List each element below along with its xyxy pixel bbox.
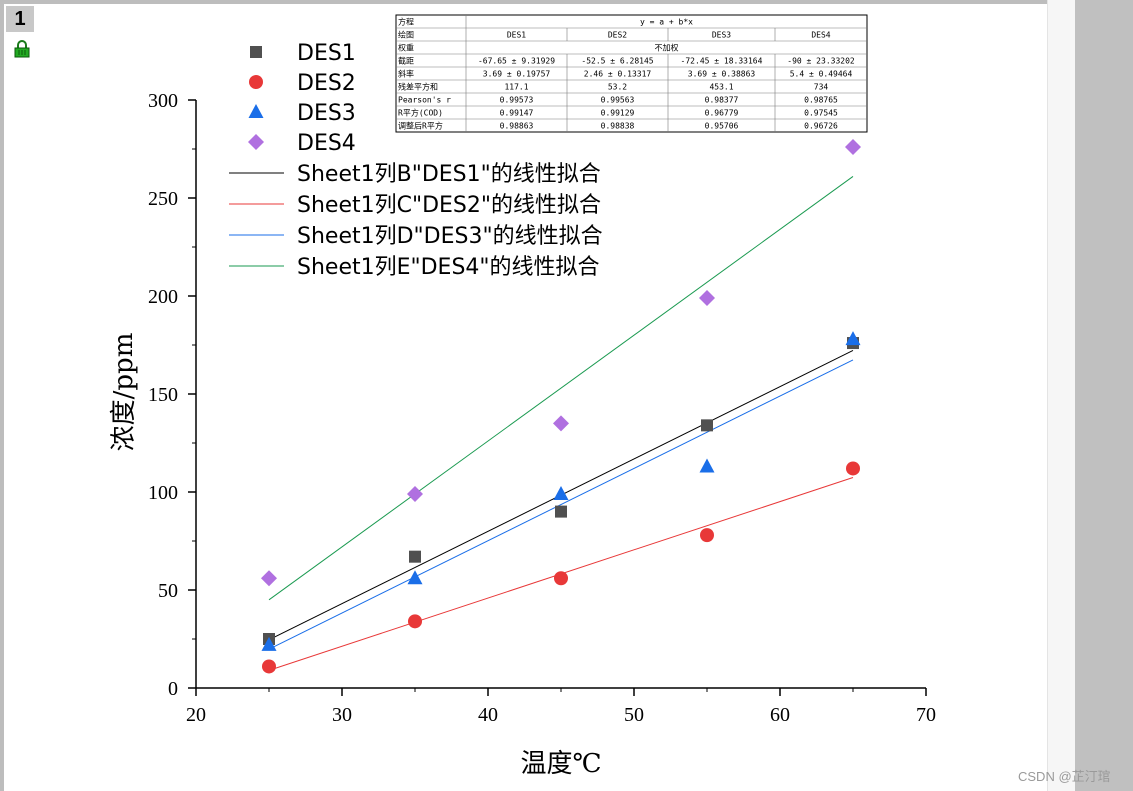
legend: DES1 DES2 DES3 DES4 Sheet1列B"DES1"的线性拟合 Sheet… (229, 41, 603, 280)
table-cell: 117.1 (504, 82, 528, 91)
table-cell: 0.95706 (705, 121, 739, 130)
table-cell: -90 ± 23.33202 (787, 56, 855, 65)
table-row-header: 残差平方和 (398, 81, 438, 91)
table-row-header: 截距 (398, 55, 414, 65)
point-des4-3 (553, 415, 569, 432)
point-des2-1 (262, 659, 276, 674)
point-des1-3 (555, 505, 567, 518)
table-cell: 0.98838 (601, 121, 635, 130)
x-tick-label: 30 (332, 704, 352, 726)
point-des3-2 (407, 570, 423, 585)
y-tick-label: 150 (148, 384, 178, 406)
frame-left-border (0, 0, 4, 791)
table-cell: 53.2 (608, 82, 627, 91)
table-row-header: 权重 (398, 42, 414, 52)
x-axis-title: 温度℃ (520, 749, 601, 779)
table-cell: y = a + b*x (640, 17, 693, 26)
legend-label-des2: DES2 (297, 71, 356, 96)
legend-marker-des2 (249, 75, 263, 89)
fit-line-4 (268, 176, 854, 601)
table-cell: 0.96726 (804, 121, 838, 130)
lock-icon[interactable] (14, 40, 30, 58)
point-des4-1 (261, 570, 277, 587)
legend-fit-label-4: Sheet1列E"DES4"的线性拟合 (297, 255, 600, 280)
table-cell: 0.99563 (601, 95, 635, 104)
legend-fit-label-2: Sheet1列C"DES2"的线性拟合 (297, 193, 601, 218)
table-row-header: Pearson's r (398, 95, 451, 104)
table-row-header: 绘图 (398, 29, 414, 39)
table-row-header: 方程 (398, 16, 414, 26)
table-cell: 0.96779 (705, 108, 739, 117)
legend-fit-label-1: Sheet1列B"DES1"的线性拟合 (297, 162, 601, 187)
table-cell: -67.65 ± 9.31929 (478, 56, 555, 65)
stats-table-frame (395, 14, 868, 133)
point-des3-5 (845, 331, 861, 346)
table-cell: 734 (814, 82, 829, 91)
x-tick-label: 20 (186, 704, 206, 726)
table-cell: DES1 (507, 30, 526, 39)
table-row-header: 斜率 (398, 68, 414, 78)
legend-label-des4: DES4 (297, 131, 356, 156)
point-des3-4 (699, 458, 715, 473)
x-tick-label: 50 (624, 704, 644, 726)
legend-label-des1: DES1 (297, 41, 356, 66)
table-cell: 2.46 ± 0.13317 (584, 69, 652, 78)
right-scroll-panel[interactable] (1075, 0, 1133, 791)
legend-fit-label-3: Sheet1列D"DES3"的线性拟合 (297, 224, 603, 249)
point-des1-2 (409, 550, 421, 563)
point-des4-4 (699, 289, 715, 306)
point-des2-3 (554, 571, 568, 586)
table-cell: 不加权 (655, 42, 679, 52)
table-cell: 3.69 ± 0.19757 (483, 69, 551, 78)
fit-line-3 (268, 359, 854, 650)
table-cell: DES4 (811, 30, 830, 39)
point-des3-3 (553, 485, 569, 500)
axes: 20 30 40 50 60 70 0 50 100 150 200 250 300 (148, 90, 936, 726)
point-des2-4 (700, 528, 714, 543)
frame-top-border (0, 0, 1133, 4)
table-cell: 5.4 ± 0.49464 (790, 69, 853, 78)
table-cell: -52.5 ± 6.28145 (581, 56, 653, 65)
data-points (261, 139, 861, 674)
point-des1-4 (701, 419, 713, 432)
table-cell: 0.99129 (601, 108, 635, 117)
legend-marker-des1 (250, 46, 262, 58)
y-tick-label: 0 (168, 678, 178, 700)
table-cell: -72.45 ± 18.33164 (681, 56, 763, 65)
y-tick-label: 250 (148, 188, 178, 210)
point-des4-2 (407, 485, 423, 502)
y-tick-label: 300 (148, 90, 178, 112)
table-cell: 3.69 ± 0.38863 (688, 69, 756, 78)
table-row-header: 调整后R平方 (398, 120, 443, 130)
legend-label-des3: DES3 (297, 101, 356, 126)
x-tick-label: 60 (770, 704, 790, 726)
x-tick-label: 70 (916, 704, 936, 726)
watermark: CSDN @芷汀琯 (1018, 769, 1111, 784)
y-tick-label: 200 (148, 286, 178, 308)
table-cell: DES3 (712, 30, 731, 39)
page-edge (1047, 0, 1076, 791)
legend-marker-des4 (248, 134, 264, 150)
table-cell: 0.98863 (500, 121, 534, 130)
y-axis-title: 浓度/ppm (109, 333, 139, 452)
table-cell: 0.99147 (500, 108, 534, 117)
point-des2-2 (408, 614, 422, 629)
legend-marker-des3 (248, 104, 264, 118)
table-cell: 0.98765 (804, 95, 838, 104)
table-cell: 0.97545 (804, 108, 838, 117)
table-cell: 0.98377 (705, 95, 739, 104)
point-des2-5 (846, 461, 860, 476)
y-tick-label: 50 (158, 580, 178, 602)
x-tick-label: 40 (478, 704, 498, 726)
point-des3-1 (261, 636, 277, 651)
y-tick-label: 100 (148, 482, 178, 504)
table-cell: 453.1 (709, 82, 733, 91)
point-des4-5 (845, 139, 861, 156)
table-row-header: R平方(COD) (398, 107, 443, 117)
table-cell: 0.99573 (500, 95, 534, 104)
page-number-badge[interactable]: 1 (6, 6, 34, 32)
table-cell: DES2 (608, 30, 627, 39)
